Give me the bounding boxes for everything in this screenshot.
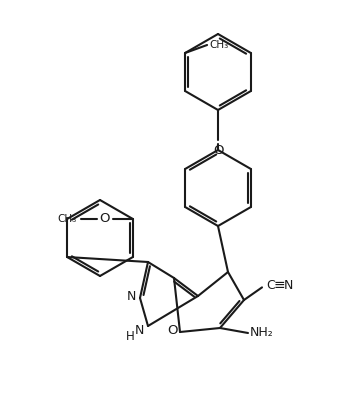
Text: N: N bbox=[126, 290, 136, 303]
Text: CH₃: CH₃ bbox=[209, 40, 228, 50]
Text: N: N bbox=[134, 325, 144, 337]
Text: H: H bbox=[126, 330, 135, 342]
Text: NH₂: NH₂ bbox=[250, 327, 274, 339]
Text: O: O bbox=[167, 324, 177, 337]
Text: CH₃: CH₃ bbox=[58, 214, 77, 224]
Text: O: O bbox=[213, 144, 223, 156]
Text: N: N bbox=[284, 279, 293, 292]
Text: O: O bbox=[100, 212, 110, 225]
Text: C: C bbox=[266, 279, 275, 292]
Text: ≡: ≡ bbox=[274, 278, 286, 293]
